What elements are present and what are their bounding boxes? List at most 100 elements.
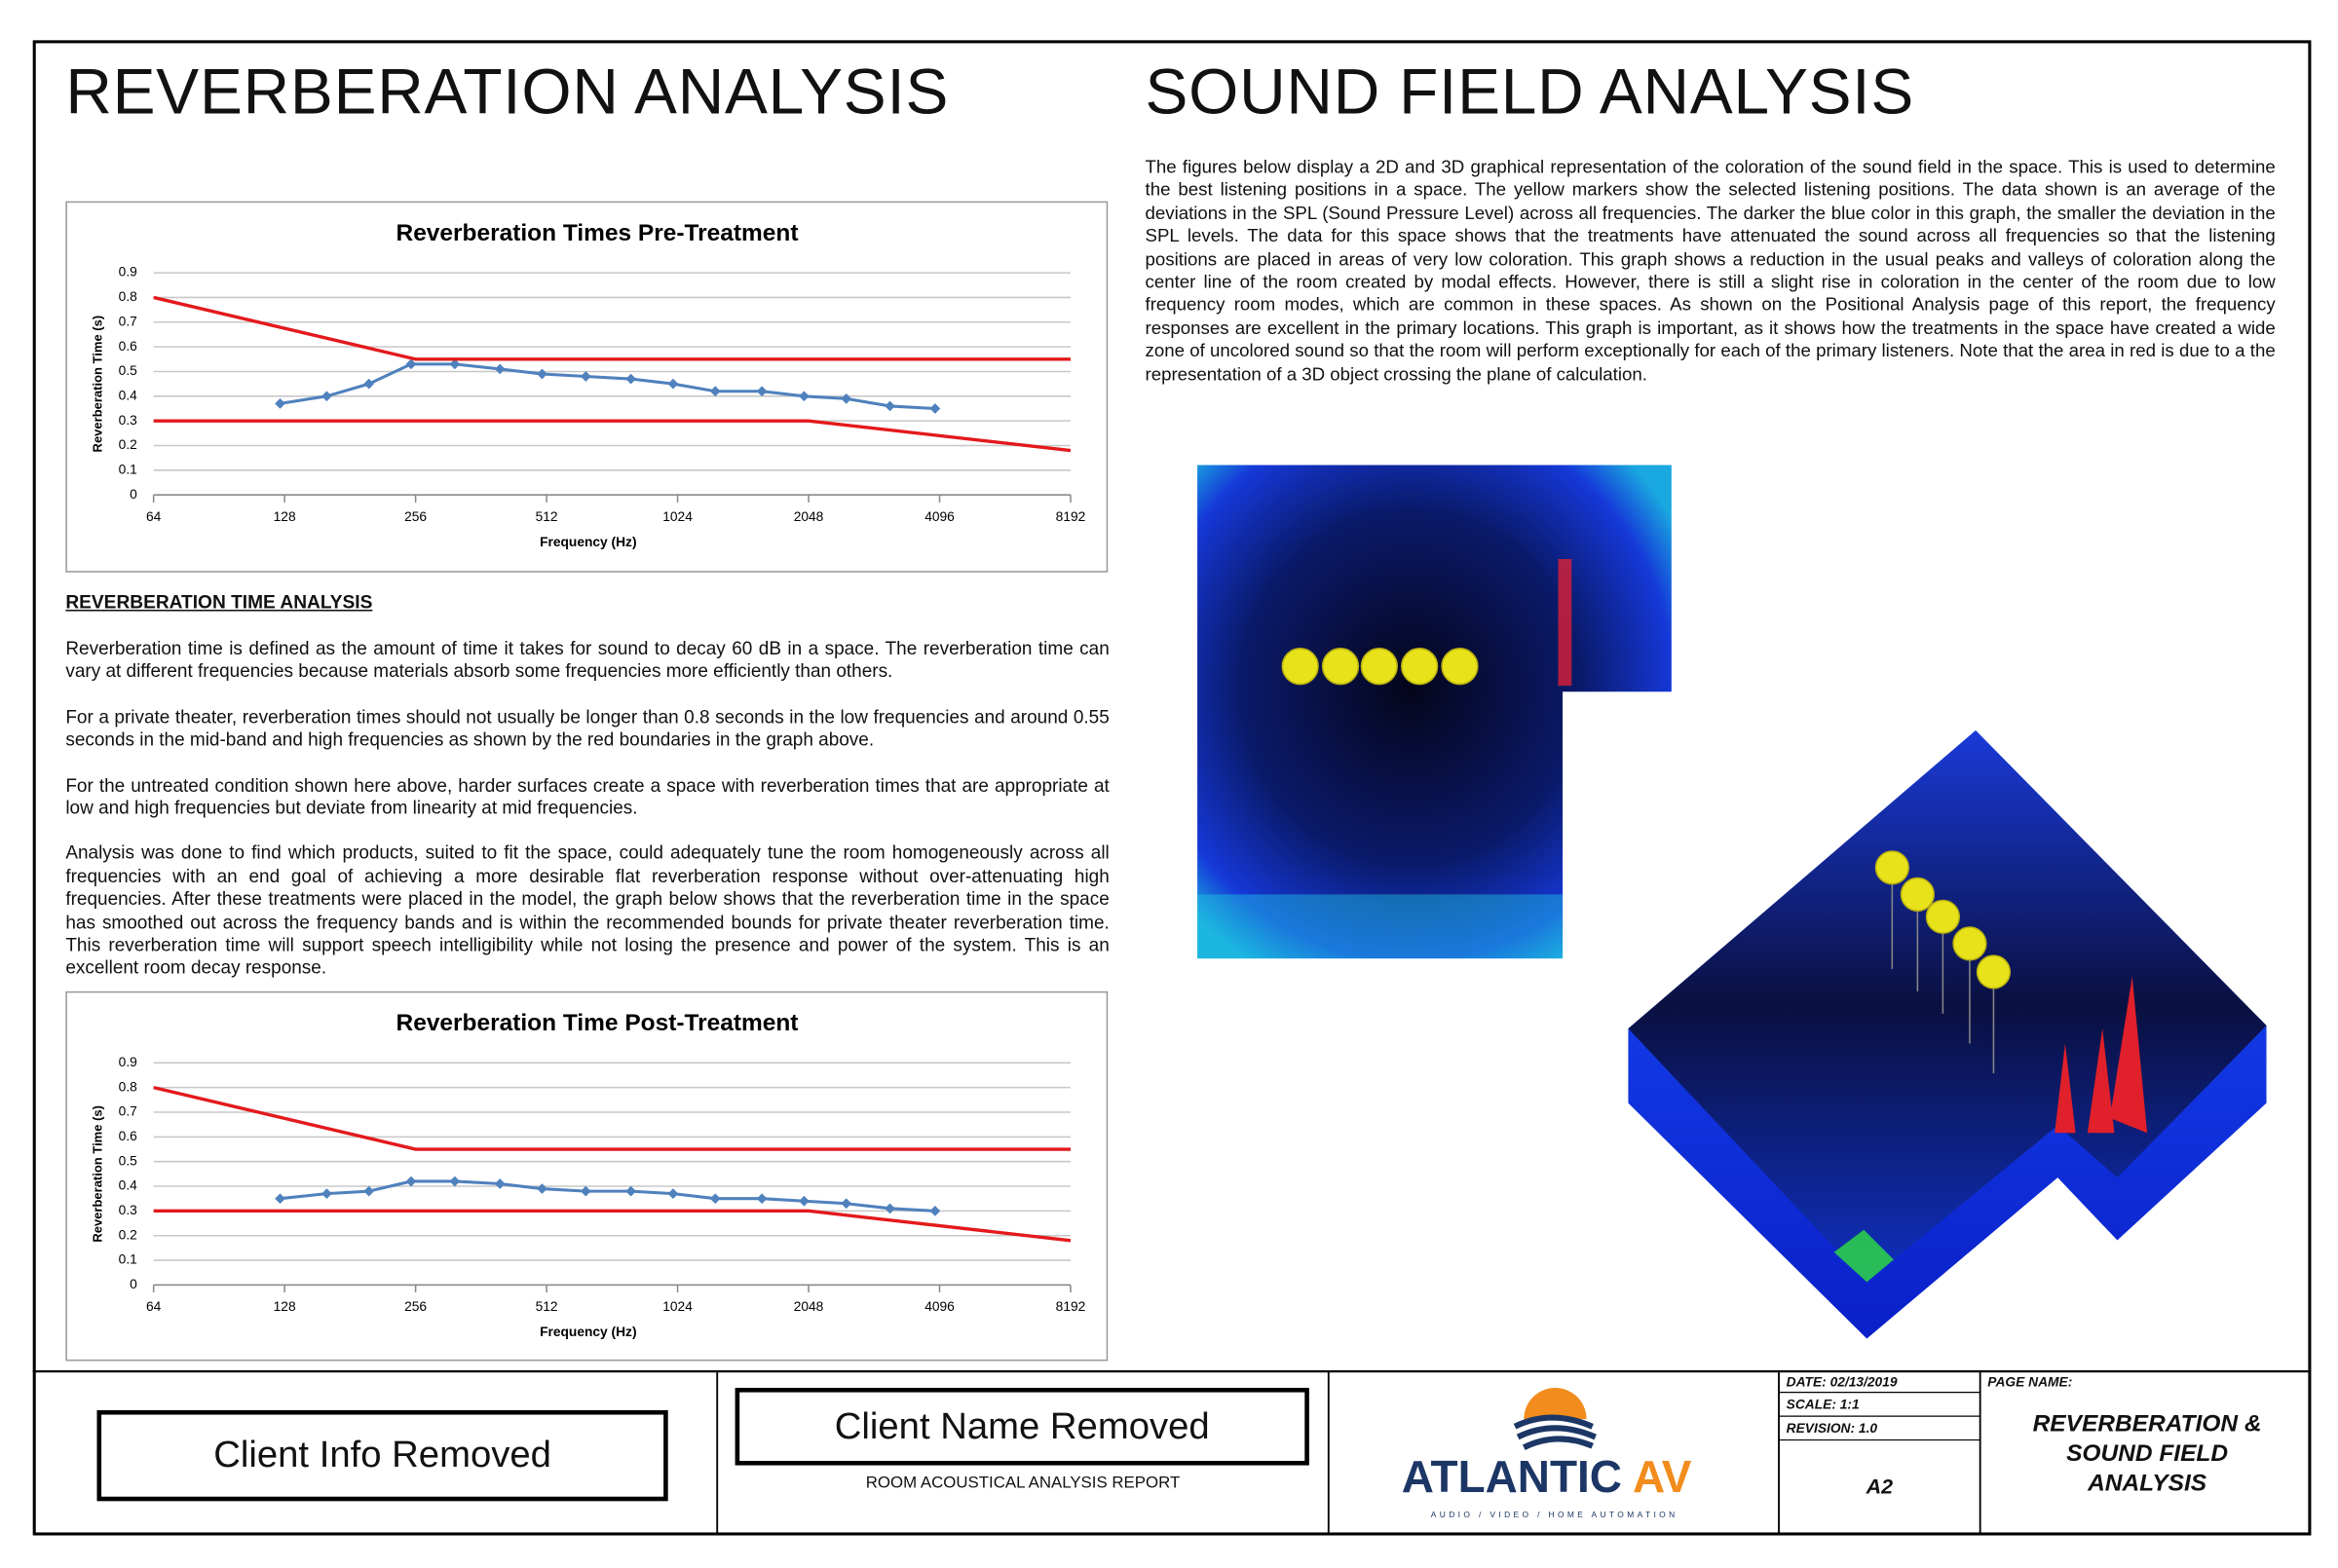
- data-point: [580, 371, 591, 382]
- x-tick-label: 2048: [794, 1299, 824, 1314]
- x-tick-label: 256: [404, 1299, 427, 1314]
- y-tick-label: 0: [130, 1277, 137, 1291]
- paragraph: For the untreated condition shown here a…: [65, 774, 1110, 819]
- heatmap-3d: [1628, 729, 2267, 1283]
- y-tick-label: 0.6: [119, 1129, 137, 1143]
- x-tick-label: 8192: [1056, 1299, 1086, 1314]
- y-tick-label: 0.8: [119, 289, 137, 304]
- chart-frame: Reverberation Time Post-Treatment 0 0.1 0.2…: [65, 990, 1109, 1362]
- y-tick-label: 0.3: [119, 413, 137, 428]
- y-tick-label: 0.8: [119, 1079, 137, 1094]
- x-tick-label: 64: [146, 509, 162, 524]
- left-title: REVERBERATION ANALYSIS: [65, 56, 950, 129]
- client-name: Client Name Removed: [735, 1387, 1309, 1466]
- x-tick-label: 1024: [662, 509, 693, 524]
- logo-text: ATLANTIC AV: [1402, 1453, 1692, 1504]
- data-point: [449, 358, 461, 370]
- series-line: [280, 1179, 935, 1213]
- report-name: ROOM ACOUSTICAL ANALYSIS REPORT: [865, 1474, 1181, 1493]
- y-tick-label: 0.4: [119, 388, 137, 402]
- data-point: [667, 378, 679, 390]
- heatmap-3d-red: [2055, 976, 2148, 1134]
- y-tick-label: 0.2: [119, 437, 137, 452]
- y-tick-label: 0.2: [119, 1227, 137, 1242]
- y-tick-label: 0.4: [119, 1178, 137, 1193]
- data-point: [667, 1188, 679, 1199]
- data-point: [885, 1203, 895, 1214]
- x-axis-label: Frequency (Hz): [540, 1325, 636, 1339]
- logo-av: AV: [1632, 1453, 1692, 1503]
- y-tick-label: 0.5: [119, 363, 137, 378]
- y-tick-label: 0: [130, 487, 137, 502]
- data-point: [494, 363, 506, 375]
- logo-sun: [1524, 1387, 1587, 1420]
- y-tick-label: 0.9: [119, 265, 137, 280]
- y-tick-label: 0.1: [119, 1252, 137, 1267]
- x-tick-label: 512: [536, 1299, 558, 1314]
- data-point: [625, 373, 637, 385]
- data-point: [709, 386, 721, 397]
- sheet-border: [32, 40, 2312, 1536]
- chart-frame: Reverberation Times Pre-Treatment 0 0.1 0.2…: [65, 201, 1109, 573]
- y-tick-label: 0.1: [119, 462, 137, 476]
- x-tick-label: 64: [146, 1299, 162, 1314]
- title-block-dividers: [716, 1371, 1981, 1533]
- paragraph: Reverberation time is defined as the amo…: [65, 638, 1110, 683]
- x-tick-label: 128: [274, 509, 296, 524]
- x-tick-label: 256: [404, 509, 427, 524]
- analysis-text: Reverberation time is defined as the amo…: [65, 638, 1109, 1003]
- sheet-number: A2: [1866, 1474, 1894, 1499]
- logo-name: ATLANTIC: [1401, 1453, 1622, 1503]
- logo-tagline: AUDIO / VIDEO / HOME AUTOMATION: [1430, 1512, 1678, 1521]
- data-point: [841, 392, 852, 404]
- heatmap-2d: [1197, 465, 1672, 959]
- data-point: [275, 398, 285, 409]
- x-tick-label: 1024: [662, 1299, 693, 1314]
- chart-title: Reverberation Time Post-Treatment: [396, 1010, 799, 1036]
- page-name: REVERBERATION & SOUND FIELD ANALYSIS: [2032, 1411, 2262, 1497]
- listening-markers-3d: [1874, 850, 2012, 989]
- data-point: [625, 1185, 637, 1197]
- date: DATE: 02/13/2019: [1786, 1374, 1898, 1390]
- chart: Reverberation Times Pre-Treatment 0 0.1 0.2…: [90, 220, 1086, 549]
- x-tick-label: 4096: [924, 509, 955, 524]
- x-tick-label: 8192: [1056, 509, 1086, 524]
- revision: REVISION: 1.0: [1786, 1420, 1878, 1436]
- y-tick-label: 0.3: [119, 1203, 137, 1217]
- series-line: [153, 419, 1072, 453]
- heatmap-red-area: [1558, 558, 1572, 687]
- x-tick-label: 128: [274, 1299, 296, 1314]
- page-name-label: PAGE NAME:: [1987, 1374, 2073, 1390]
- series-line: [153, 295, 1071, 361]
- y-tick-label: 0.9: [119, 1055, 137, 1069]
- sound-field-text: The figures below display a 2D and 3D gr…: [1145, 156, 2276, 385]
- y-tick-label: 0.7: [119, 1104, 137, 1119]
- x-axis-label: Frequency (Hz): [540, 535, 636, 549]
- data-point: [929, 403, 941, 414]
- data-point: [537, 368, 547, 380]
- paragraph: Analysis was done to find which products…: [65, 842, 1110, 979]
- logo-waves: [1513, 1414, 1597, 1450]
- scale: SCALE: 1:1: [1786, 1397, 1860, 1412]
- heatmap-3d-green: [1833, 1229, 1894, 1283]
- series-line: [153, 1086, 1071, 1151]
- chart-title: Reverberation Times Pre-Treatment: [396, 220, 799, 246]
- y-tick-label: 0.7: [119, 314, 137, 328]
- data-point: [799, 391, 810, 402]
- series-line: [153, 1209, 1072, 1243]
- analysis-heading: REVERBERATION TIME ANALYSIS: [65, 591, 373, 614]
- heatmap-edge: [1197, 894, 1564, 959]
- x-tick-label: 2048: [794, 509, 824, 524]
- chart: Reverberation Time Post-Treatment 0 0.1 0.2…: [90, 1010, 1086, 1339]
- client-info: Client Info Removed: [96, 1409, 668, 1502]
- x-tick-label: 512: [536, 509, 558, 524]
- listening-markers: [1281, 648, 1479, 686]
- y-axis-label: Reverberation Time (s): [90, 1105, 104, 1243]
- data-point: [756, 386, 768, 397]
- y-axis-label: Reverberation Time (s): [90, 316, 104, 453]
- paragraph: For a private theater, reverberation tim…: [65, 706, 1110, 751]
- x-tick-label: 4096: [924, 1299, 955, 1314]
- data-point: [885, 400, 895, 412]
